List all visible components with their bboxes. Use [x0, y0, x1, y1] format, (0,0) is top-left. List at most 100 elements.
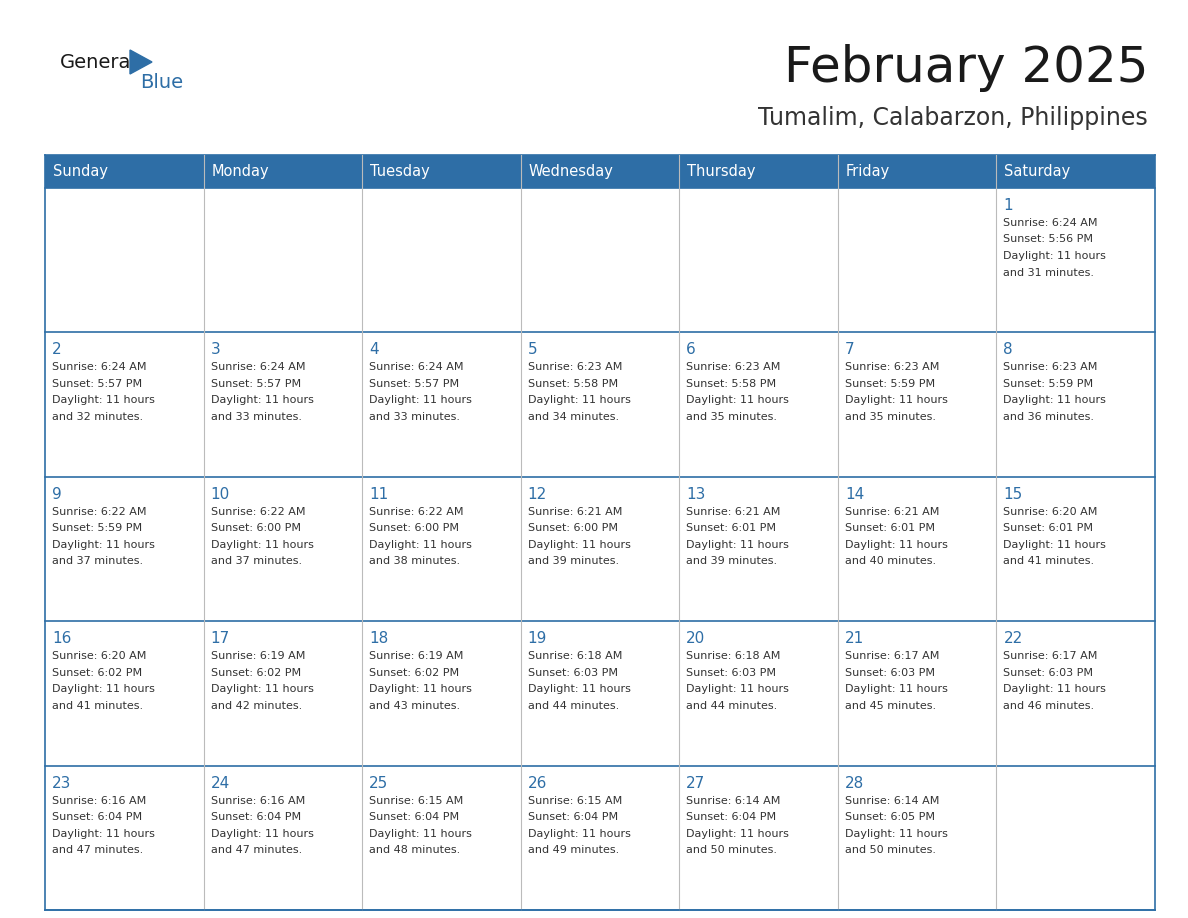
Text: 28: 28 — [845, 776, 864, 790]
Text: Daylight: 11 hours: Daylight: 11 hours — [527, 396, 631, 406]
Text: 5: 5 — [527, 342, 537, 357]
Text: and 37 minutes.: and 37 minutes. — [52, 556, 143, 566]
Bar — [680, 476, 838, 621]
Text: 9: 9 — [52, 487, 62, 502]
Text: Sunset: 6:03 PM: Sunset: 6:03 PM — [1004, 667, 1093, 677]
Text: Daylight: 11 hours: Daylight: 11 hours — [1004, 251, 1106, 261]
Text: Sunset: 6:03 PM: Sunset: 6:03 PM — [845, 667, 935, 677]
Text: Daylight: 11 hours: Daylight: 11 hours — [527, 540, 631, 550]
Text: Sunset: 5:59 PM: Sunset: 5:59 PM — [52, 523, 143, 533]
Text: Sunrise: 6:14 AM: Sunrise: 6:14 AM — [845, 796, 940, 806]
Text: Sunset: 6:00 PM: Sunset: 6:00 PM — [210, 523, 301, 533]
Text: Daylight: 11 hours: Daylight: 11 hours — [369, 540, 472, 550]
Text: Sunset: 6:00 PM: Sunset: 6:00 PM — [527, 523, 618, 533]
Text: and 38 minutes.: and 38 minutes. — [369, 556, 460, 566]
Text: Sunset: 6:04 PM: Sunset: 6:04 PM — [369, 812, 460, 823]
Text: Sunrise: 6:15 AM: Sunrise: 6:15 AM — [527, 796, 623, 806]
Text: and 39 minutes.: and 39 minutes. — [687, 556, 777, 566]
Text: and 40 minutes.: and 40 minutes. — [845, 556, 936, 566]
Bar — [838, 621, 997, 766]
Bar — [45, 155, 203, 188]
Bar — [680, 621, 838, 766]
Text: Sunset: 5:58 PM: Sunset: 5:58 PM — [527, 379, 618, 389]
Bar — [520, 188, 680, 332]
Text: Friday: Friday — [846, 164, 890, 179]
Text: Sunset: 6:01 PM: Sunset: 6:01 PM — [1004, 523, 1093, 533]
Bar — [45, 476, 203, 621]
Text: 15: 15 — [1004, 487, 1023, 502]
Bar — [362, 766, 520, 910]
Bar — [203, 476, 362, 621]
Text: Daylight: 11 hours: Daylight: 11 hours — [845, 540, 948, 550]
Text: Daylight: 11 hours: Daylight: 11 hours — [687, 396, 789, 406]
Text: Sunset: 6:03 PM: Sunset: 6:03 PM — [687, 667, 776, 677]
Text: Sunrise: 6:23 AM: Sunrise: 6:23 AM — [527, 363, 623, 373]
Text: Sunday: Sunday — [53, 164, 108, 179]
Bar — [362, 621, 520, 766]
Text: Sunset: 6:04 PM: Sunset: 6:04 PM — [210, 812, 301, 823]
Bar — [997, 766, 1155, 910]
Text: Sunset: 6:04 PM: Sunset: 6:04 PM — [52, 812, 143, 823]
Text: Sunset: 6:01 PM: Sunset: 6:01 PM — [845, 523, 935, 533]
Text: Sunset: 5:57 PM: Sunset: 5:57 PM — [369, 379, 460, 389]
Text: Sunset: 5:59 PM: Sunset: 5:59 PM — [1004, 379, 1093, 389]
Bar — [362, 155, 520, 188]
Text: Daylight: 11 hours: Daylight: 11 hours — [369, 684, 472, 694]
Text: 25: 25 — [369, 776, 388, 790]
Bar — [45, 621, 203, 766]
Bar — [680, 155, 838, 188]
Text: 27: 27 — [687, 776, 706, 790]
Text: 16: 16 — [52, 632, 71, 646]
Text: Daylight: 11 hours: Daylight: 11 hours — [52, 396, 154, 406]
Bar — [838, 476, 997, 621]
Text: and 39 minutes.: and 39 minutes. — [527, 556, 619, 566]
Text: and 37 minutes.: and 37 minutes. — [210, 556, 302, 566]
Text: 6: 6 — [687, 342, 696, 357]
Text: and 41 minutes.: and 41 minutes. — [1004, 556, 1094, 566]
Text: Sunrise: 6:15 AM: Sunrise: 6:15 AM — [369, 796, 463, 806]
Text: Daylight: 11 hours: Daylight: 11 hours — [1004, 396, 1106, 406]
Text: Daylight: 11 hours: Daylight: 11 hours — [1004, 684, 1106, 694]
Bar — [838, 766, 997, 910]
Text: Sunrise: 6:24 AM: Sunrise: 6:24 AM — [52, 363, 146, 373]
Bar — [997, 188, 1155, 332]
Text: and 41 minutes.: and 41 minutes. — [52, 700, 143, 711]
Text: Sunset: 6:01 PM: Sunset: 6:01 PM — [687, 523, 776, 533]
Bar — [838, 332, 997, 476]
Bar — [362, 332, 520, 476]
Text: and 42 minutes.: and 42 minutes. — [210, 700, 302, 711]
Text: Daylight: 11 hours: Daylight: 11 hours — [210, 540, 314, 550]
Text: and 34 minutes.: and 34 minutes. — [527, 412, 619, 422]
Bar — [997, 155, 1155, 188]
Bar — [680, 766, 838, 910]
Text: Sunrise: 6:24 AM: Sunrise: 6:24 AM — [1004, 218, 1098, 228]
Bar — [45, 332, 203, 476]
Text: and 47 minutes.: and 47 minutes. — [52, 845, 144, 855]
Text: and 45 minutes.: and 45 minutes. — [845, 700, 936, 711]
Text: February 2025: February 2025 — [784, 44, 1148, 92]
Text: Sunrise: 6:22 AM: Sunrise: 6:22 AM — [369, 507, 463, 517]
Text: 11: 11 — [369, 487, 388, 502]
Text: Daylight: 11 hours: Daylight: 11 hours — [845, 396, 948, 406]
Text: Sunrise: 6:21 AM: Sunrise: 6:21 AM — [687, 507, 781, 517]
Text: Wednesday: Wednesday — [529, 164, 613, 179]
Text: Daylight: 11 hours: Daylight: 11 hours — [1004, 540, 1106, 550]
Text: and 50 minutes.: and 50 minutes. — [687, 845, 777, 855]
Text: and 33 minutes.: and 33 minutes. — [210, 412, 302, 422]
Bar — [520, 476, 680, 621]
Text: Sunrise: 6:19 AM: Sunrise: 6:19 AM — [210, 651, 305, 661]
Text: and 49 minutes.: and 49 minutes. — [527, 845, 619, 855]
Bar — [362, 476, 520, 621]
Text: and 33 minutes.: and 33 minutes. — [369, 412, 460, 422]
Text: Sunrise: 6:24 AM: Sunrise: 6:24 AM — [369, 363, 463, 373]
Bar — [520, 621, 680, 766]
Bar — [203, 332, 362, 476]
Text: Daylight: 11 hours: Daylight: 11 hours — [52, 829, 154, 839]
Bar — [203, 621, 362, 766]
Text: 23: 23 — [52, 776, 71, 790]
Bar — [838, 188, 997, 332]
Text: Sunset: 5:58 PM: Sunset: 5:58 PM — [687, 379, 777, 389]
Text: Sunrise: 6:16 AM: Sunrise: 6:16 AM — [210, 796, 305, 806]
Bar — [520, 155, 680, 188]
Text: Sunset: 6:04 PM: Sunset: 6:04 PM — [527, 812, 618, 823]
